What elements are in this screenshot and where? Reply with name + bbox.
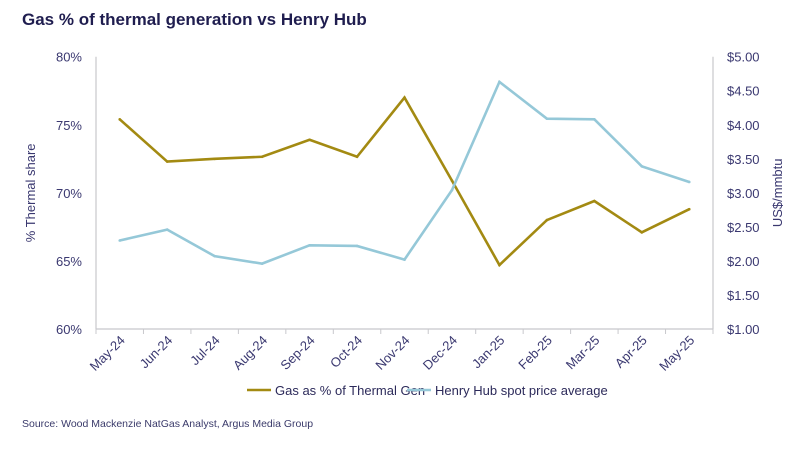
data-point (403, 258, 406, 261)
right-tick-label: $3.00 (727, 186, 760, 201)
data-point (687, 207, 691, 211)
data-point (165, 160, 169, 163)
right-tick-label: $2.00 (727, 254, 760, 269)
right-tick-label: $2.50 (727, 220, 760, 235)
legend-label: Henry Hub spot price average (435, 383, 608, 398)
source-note: Source: Wood Mackenzie NatGas Analyst, A… (22, 418, 314, 430)
data-point (450, 188, 454, 192)
left-tick-label: 80% (56, 50, 82, 65)
data-point (403, 96, 406, 99)
data-point (498, 80, 501, 84)
data-point (355, 155, 359, 159)
right-tick-label: $5.00 (727, 50, 760, 65)
data-point (308, 138, 311, 142)
x-tick-label: May-25 (656, 333, 697, 374)
left-axis-title: % Thermal share (23, 143, 38, 242)
data-point (687, 180, 691, 184)
left-tick-label: 70% (56, 186, 82, 201)
data-point (450, 179, 454, 182)
data-point (498, 263, 501, 267)
right-tick-label: $1.00 (727, 322, 760, 337)
right-tick-label: $4.00 (727, 118, 760, 133)
data-point (640, 165, 644, 168)
data-point (593, 118, 596, 121)
x-tick-label: May-24 (87, 333, 128, 374)
legend-label: Gas as % of Thermal Gen (275, 383, 425, 398)
series-line-henry-hub (119, 79, 690, 265)
left-tick-label: 75% (56, 118, 82, 133)
x-tick-label: Nov-24 (372, 333, 412, 373)
x-tick-label: Jul-24 (187, 333, 223, 369)
chart-title: Gas % of thermal generation vs Henry Hub (22, 10, 367, 29)
data-point (260, 155, 264, 159)
left-tick-label: 60% (56, 322, 82, 337)
data-point (308, 243, 311, 247)
x-tick-label: Sep-24 (277, 333, 317, 373)
right-tick-label: $3.50 (727, 152, 760, 167)
data-point (593, 199, 596, 203)
right-axis-title: US$/mmbtu (770, 159, 785, 228)
series-line-gas-share (118, 95, 690, 268)
data-point (213, 157, 216, 161)
data-point (165, 228, 169, 231)
x-tick-label: Jan-25 (469, 333, 508, 372)
x-tick-label: Dec-24 (420, 333, 460, 373)
x-tick-label: Jun-24 (137, 333, 176, 372)
data-point (545, 117, 549, 120)
right-tick-label: $1.50 (727, 288, 760, 303)
x-tick-label: Oct-24 (327, 333, 365, 371)
x-tick-label: Aug-24 (230, 333, 270, 373)
x-tick-label: Feb-25 (515, 333, 555, 373)
data-point (260, 262, 264, 265)
data-point (640, 231, 644, 234)
x-tick-label: Apr-25 (612, 333, 650, 371)
left-tick-label: 65% (56, 254, 82, 269)
data-point (355, 244, 359, 248)
right-tick-label: $4.50 (727, 84, 760, 99)
data-point (118, 239, 122, 242)
data-point (118, 118, 122, 121)
data-point (545, 218, 549, 222)
x-tick-label: Mar-25 (563, 333, 603, 373)
data-point (213, 254, 216, 258)
